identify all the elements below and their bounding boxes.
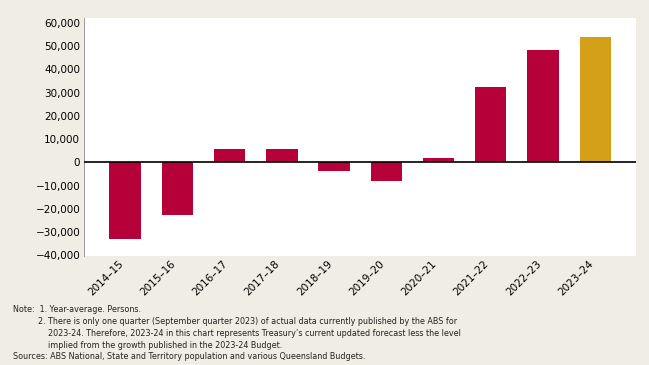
Bar: [319, 162, 350, 170]
Bar: [528, 50, 559, 162]
Bar: [214, 149, 245, 162]
Bar: [475, 87, 506, 162]
Bar: [423, 158, 454, 162]
Bar: [266, 149, 297, 162]
Bar: [580, 37, 611, 162]
Bar: [371, 162, 402, 181]
Bar: [162, 162, 193, 215]
Bar: [110, 162, 141, 239]
Text: Note:  1. Year-average. Persons.
          2. There is only one quarter (Septemb: Note: 1. Year-average. Persons. 2. There…: [13, 305, 461, 361]
